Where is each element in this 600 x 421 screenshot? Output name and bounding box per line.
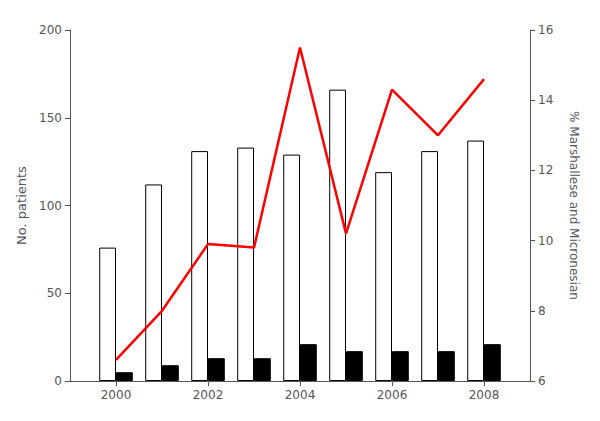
svg-text:200: 200	[39, 23, 62, 37]
svg-text:6: 6	[538, 374, 546, 388]
svg-text:2002: 2002	[193, 388, 224, 402]
svg-text:2000: 2000	[101, 388, 132, 402]
svg-text:8: 8	[538, 304, 546, 318]
svg-text:10: 10	[538, 234, 553, 248]
svg-text:No. patients: No. patients	[14, 166, 29, 245]
svg-text:100: 100	[39, 199, 62, 213]
svg-text:2006: 2006	[377, 388, 408, 402]
svg-text:2004: 2004	[285, 388, 316, 402]
svg-text:0: 0	[54, 374, 62, 388]
svg-text:150: 150	[39, 111, 62, 125]
svg-text:14: 14	[538, 93, 553, 107]
svg-text:16: 16	[538, 23, 553, 37]
svg-text:50: 50	[47, 286, 62, 300]
svg-text:% Marshallese and Micronesian: % Marshallese and Micronesian	[567, 111, 581, 300]
svg-text:2008: 2008	[469, 388, 500, 402]
svg-text:12: 12	[538, 163, 553, 177]
